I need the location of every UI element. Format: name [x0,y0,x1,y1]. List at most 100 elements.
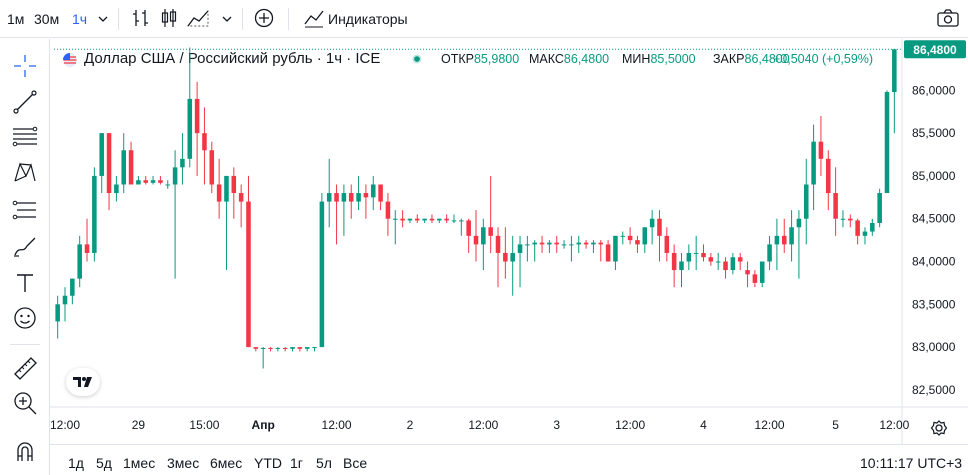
range-5d[interactable]: 5д [96,455,112,471]
candle-body [282,347,288,349]
candle-body [400,218,405,221]
candle-body [392,218,398,220]
candle-body [275,347,281,349]
fib-retracement-icon[interactable] [11,123,39,151]
range-5y[interactable]: 5л [316,455,332,471]
trend-line-icon[interactable] [11,88,39,116]
range-all[interactable]: Все [343,455,368,471]
time-tick-label: 12:00 [50,418,80,432]
range-6m[interactable]: 6мес [210,455,243,471]
candle-body [671,252,677,271]
candle-body [576,242,582,245]
camera-icon[interactable] [936,7,960,29]
candle-body [796,218,802,228]
legend-low: МИН85,5000 [622,52,696,66]
price-tick-label: 84,5000 [912,212,956,226]
candle-body [238,193,244,202]
candle-body [466,220,471,236]
candle-body [99,133,104,176]
candles-chart-type-icon[interactable] [158,7,180,29]
candle-body [598,242,604,245]
candle-body [862,231,868,236]
interval-1m[interactable]: 1м [7,11,25,27]
time-tick-label: 12:00 [879,418,909,432]
drawing-toolbar [0,39,50,475]
time-tick-label: 12:00 [322,418,352,432]
candle-body [216,184,222,202]
candle-body [745,270,750,275]
emoji-icon[interactable] [11,304,39,332]
range-3m[interactable]: 3мес [167,455,200,471]
candle-body [231,175,237,194]
candle-body [547,242,552,245]
candle-body [811,141,816,185]
ruler-icon[interactable] [11,354,39,382]
price-chart[interactable]: 86,4800 82,5000 83,0000 83,5000 84,0000 84,50… [50,39,968,444]
price-tick-label: 86,0000 [912,83,956,97]
candle-body [84,244,90,253]
pattern-icon[interactable] [11,159,39,187]
crosshair-icon[interactable] [11,52,39,80]
chart-settings-icon[interactable] [930,419,948,437]
candle-body [348,193,354,202]
candle-body [143,180,149,183]
range-bar: 1д 5д 1мес 3мес 6мес YTD 1г 5л Все 10:11… [50,444,968,475]
candle-body [539,242,545,245]
candle-body [495,235,501,253]
time-tick-label: 5 [832,418,839,432]
candle-body [730,257,736,271]
price-axis: 86,4800 82,5000 83,0000 83,5000 84,0000 84,50… [904,40,966,397]
time-axis: 12:00 29 15:00 Апр 12:00 2 12:00 3 12:00 4 12:00 5 1… [50,418,910,432]
candle-body [752,274,758,283]
candle-body [136,180,141,185]
candle-body [128,150,134,185]
candle-body [774,235,780,245]
candle-body [437,218,442,221]
text-icon[interactable] [11,269,39,297]
price-tick-label: 82,5000 [912,383,956,397]
candle-body [422,218,427,221]
time-tick-label: 4 [700,418,707,432]
magnet-icon[interactable] [11,437,39,465]
candle-body [158,180,163,183]
zoom-in-icon[interactable] [11,389,39,417]
interval-30m[interactable]: 30м [34,11,60,27]
candle-body [517,244,523,253]
add-compare-icon[interactable] [253,7,275,29]
candle-body [114,184,119,194]
candle-body [620,235,626,237]
range-1m[interactable]: 1мес [123,455,156,471]
candle-body [106,133,112,194]
candle-body [627,235,633,241]
interval-1h[interactable]: 1ч [72,11,88,27]
candle-body [789,227,794,245]
candle-body [715,261,721,263]
candle-body [701,252,706,258]
candle-body [759,261,765,283]
range-1y[interactable]: 1г [290,455,303,471]
candle-body [657,218,662,236]
chevron-down-icon[interactable] [98,14,108,24]
indicators-button[interactable]: Индикаторы [328,11,408,27]
last-price-label: 86,4800 [913,43,957,57]
candle-body [481,227,486,245]
candle-body [848,218,853,221]
symbol-title[interactable]: Доллар США / Российский рубль · 1ч · ICE [84,50,381,67]
projection-icon[interactable] [11,196,39,224]
candle-body [561,244,567,246]
candle-body [209,150,215,185]
bar-chart-type-icon[interactable] [130,7,152,29]
candle-body [334,193,339,202]
chevron-down-icon[interactable] [222,14,232,24]
brush-icon[interactable] [11,232,39,260]
indicators-icon[interactable] [302,7,326,29]
range-ytd[interactable]: YTD [254,455,282,471]
candle-body [150,180,156,183]
tradingview-logo[interactable] [66,368,100,396]
range-1d[interactable]: 1д [68,455,84,471]
area-chart-type-icon[interactable] [186,7,210,29]
candle-body [356,193,361,202]
candle-body [488,227,493,236]
candle-body [194,98,200,134]
time-tick-label: 29 [132,418,146,432]
